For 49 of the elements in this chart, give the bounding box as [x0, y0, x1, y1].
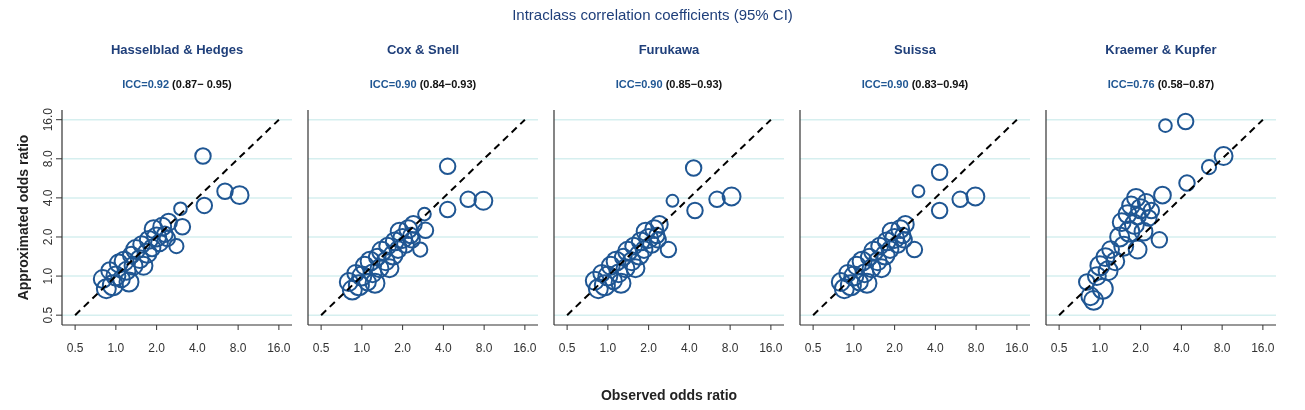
x-tick-label: 4.0	[189, 341, 207, 355]
chart-title: Kraemer & Kupfer	[1105, 42, 1217, 57]
x-tick-label: 0.5	[804, 341, 822, 355]
x-tick-label: 8.0	[229, 341, 247, 355]
x-tick-label: 8.0	[475, 341, 493, 355]
x-tick-label: 0.5	[1050, 341, 1068, 355]
x-tick-label: 2.0	[1132, 341, 1150, 355]
x-tick-label: 1.0	[353, 341, 371, 355]
chart-subtitle: ICC=0.90 (0.85−0.93)	[615, 78, 723, 90]
x-tick-label: 0.5	[66, 341, 84, 355]
chart-subtitle: ICC=0.76 (0.58−0.87)	[1107, 78, 1215, 90]
chart-title: Suissa	[894, 42, 937, 57]
x-tick-label: 16.0	[759, 341, 783, 355]
chart-subtitle: ICC=0.92 (0.87− 0.95)	[122, 78, 233, 90]
chart-title: Furukawa	[638, 42, 701, 57]
x-tick-label: 8.0	[721, 341, 739, 355]
text: Intraclass correlation coefficients (95% CI)	[512, 6, 793, 23]
y-tick-label: 1.0	[41, 267, 55, 285]
x-tick-label: 2.0	[148, 341, 166, 355]
x-tick-label: 16.0	[267, 341, 291, 355]
x-tick-label: 8.0	[967, 341, 985, 355]
y-tick-label: 16.0	[41, 107, 55, 132]
chart-subtitle: ICC=0.90 (0.84−0.93)	[369, 78, 477, 90]
y-tick-label: 0.5	[41, 306, 55, 324]
x-tick-label: 8.0	[1213, 341, 1231, 355]
y-tick-label: 8.0	[41, 150, 55, 168]
x-axis-title: Observed odds ratio	[600, 387, 738, 403]
x-tick-label: 1.0	[107, 341, 125, 355]
x-tick-label: 2.0	[394, 341, 412, 355]
x-tick-label: 4.0	[927, 341, 945, 355]
x-tick-label: 16.0	[1005, 341, 1029, 355]
x-tick-label: 16.0	[1251, 341, 1275, 355]
x-tick-label: 1.0	[599, 341, 617, 355]
x-tick-label: 0.5	[558, 341, 576, 355]
x-tick-label: 4.0	[435, 341, 453, 355]
x-tick-label: 0.5	[312, 341, 330, 355]
x-tick-label: 1.0	[845, 341, 863, 355]
y-tick-label: 4.0	[41, 189, 55, 207]
x-tick-label: 4.0	[1173, 341, 1191, 355]
chart-title: Hasselblad & Hedges	[110, 42, 244, 57]
chart-subtitle: ICC=0.90 (0.83−0.94)	[861, 78, 969, 90]
y-tick-label: 2.0	[41, 228, 55, 246]
x-tick-label: 16.0	[513, 341, 537, 355]
x-tick-label: 1.0	[1091, 341, 1109, 355]
x-tick-label: 2.0	[640, 341, 658, 355]
x-tick-label: 2.0	[886, 341, 904, 355]
chart-title: Cox & Snell	[386, 42, 460, 57]
x-tick-label: 4.0	[681, 341, 699, 355]
y-axis-title: Approximated odds ratio	[15, 134, 31, 301]
